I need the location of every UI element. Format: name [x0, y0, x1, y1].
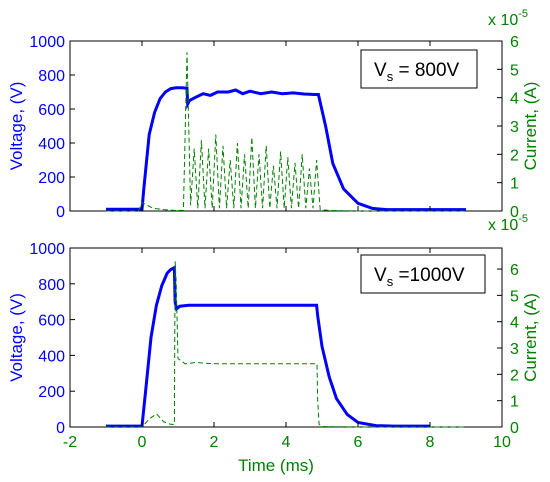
y-tick-label-right: 5	[510, 288, 519, 305]
voltage-series-line	[106, 265, 430, 428]
y-tick-label-right: 6	[510, 34, 519, 51]
current-series-line	[106, 261, 466, 428]
y-axis-exponent-right: x 10-5	[488, 213, 528, 234]
y-tick-label-left: 800	[38, 68, 65, 85]
legend-box: Vs = 800V	[360, 49, 478, 89]
y-axis-label-right: Current, (A)	[521, 82, 540, 171]
x-tick-label: 10	[493, 434, 511, 451]
y-tick-label-right: 5	[510, 62, 519, 79]
y-tick-label-right: 0	[510, 420, 519, 437]
y-axis-exponent-right: x 10-5	[488, 8, 528, 29]
y-tick-label-left: 600	[38, 102, 65, 119]
x-axis-label: Time (ms)	[238, 456, 314, 475]
y-axis-label-left: Voltage, (V)	[7, 82, 26, 171]
y-tick-label-right: 4	[510, 315, 519, 332]
y-tick-label-left: 600	[38, 313, 65, 330]
x-tick-label: 0	[138, 434, 147, 451]
y-tick-label-right: 6	[510, 262, 519, 279]
y-tick-label-right: 4	[510, 91, 519, 108]
y-tick-label-right: 3	[510, 341, 519, 358]
voltage-series-line	[106, 86, 466, 212]
y-tick-label-left: 0	[56, 420, 65, 437]
y-tick-label-right: 1	[510, 176, 519, 193]
y-tick-label-left: 200	[38, 170, 65, 187]
legend-box: Vs =1000V	[360, 254, 486, 294]
y-tick-label-left: 400	[38, 348, 65, 365]
y-tick-label-right: 2	[510, 367, 519, 384]
x-tick-label: 6	[354, 434, 363, 451]
tick-labels: 0 200 400 600 800 1000 0 1 2 3 4 5 6	[29, 34, 519, 221]
y-axis-label-right: Current, (A)	[521, 293, 540, 382]
y-tick-label-right: 3	[510, 119, 519, 136]
y-tick-label-right: 2	[510, 147, 519, 164]
series-group	[106, 52, 466, 212]
svg-text:Vs =1000V: Vs =1000V	[374, 265, 465, 289]
y-tick-label-right: 0	[510, 204, 519, 221]
y-tick-label-left: 400	[38, 136, 65, 153]
y-tick-label-left: 0	[56, 204, 65, 221]
svg-text:Vs = 800V: Vs = 800V	[374, 60, 460, 84]
x-tick-label: 2	[210, 434, 219, 451]
y-tick-label-left: 200	[38, 384, 65, 401]
x-tick-label: 8	[426, 434, 435, 451]
current-series-line	[106, 52, 466, 212]
y-axis-label-left: Voltage, (V)	[7, 293, 26, 382]
y-tick-label-left: 1000	[29, 34, 65, 51]
y-tick-label-left: 800	[38, 277, 65, 294]
series-group	[106, 261, 466, 428]
y-tick-label-left: 1000	[29, 241, 65, 258]
x-tick-label: 4	[282, 434, 291, 451]
x-tick-label: -2	[63, 434, 77, 451]
top-panel: 0 200 400 600 800 1000 0 1 2 3 4 5 6 Voltage, (V) Cu…	[7, 8, 540, 221]
y-tick-label-right: 1	[510, 394, 519, 411]
